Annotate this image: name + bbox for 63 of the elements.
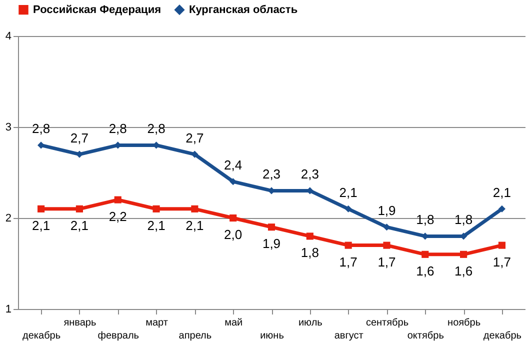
data-label: 1,6 (454, 263, 473, 278)
data-label: 2,4 (224, 158, 242, 173)
data-label: 1,7 (378, 254, 396, 270)
x-tick-label: ноябрь (448, 318, 481, 328)
data-label: 1,9 (378, 203, 396, 218)
point (344, 242, 352, 249)
point (114, 196, 122, 204)
data-label: 2,8 (147, 121, 166, 136)
x-tick-label: июнь (260, 330, 284, 342)
x-tick-label: октябрь (407, 330, 444, 342)
point (268, 224, 276, 231)
data-label: 2,7 (186, 130, 204, 146)
data-label: 1,7 (492, 254, 511, 270)
data-label: 2,2 (108, 208, 127, 224)
data-label: 2,8 (32, 121, 50, 136)
point (498, 242, 506, 249)
data-label: 2,7 (70, 130, 88, 146)
data-label: 1,9 (262, 236, 281, 252)
data-label: 2,1 (32, 218, 50, 233)
data-label: 1,8 (454, 212, 473, 228)
legend-label: Российская Федерация (33, 4, 161, 16)
data-label: 1,6 (416, 263, 434, 278)
data-label: 2,3 (300, 166, 319, 182)
x-tick-label: февраль (98, 330, 140, 342)
y-tick-label: 1 (5, 304, 12, 316)
data-label: 2,3 (262, 166, 281, 182)
point (498, 205, 506, 212)
x-tick-label: апрель (178, 330, 212, 342)
data-label: 2,1 (339, 184, 358, 200)
point (344, 205, 352, 212)
data-label: 2,1 (70, 218, 88, 233)
y-tick-label: 3 (5, 122, 12, 134)
point (152, 205, 160, 212)
x-tick-label: июль (298, 318, 322, 328)
x-tick-label: декабрь (483, 330, 522, 342)
point (383, 242, 390, 249)
data-label: 2,0 (224, 227, 242, 242)
point (191, 150, 198, 158)
point (191, 205, 198, 212)
data-label: 2,1 (186, 218, 204, 233)
data-label: 1,7 (339, 254, 358, 270)
x-tick-label: март (146, 318, 168, 328)
point (38, 205, 45, 212)
x-tick-label: декабрь (22, 330, 61, 342)
point (76, 205, 83, 212)
point (422, 250, 429, 258)
x-tick-label: сентябрь (366, 318, 409, 328)
point (306, 232, 314, 240)
data-label: 1,8 (300, 245, 319, 260)
data-label: 2,1 (492, 184, 511, 200)
data-label: 1,8 (416, 212, 434, 228)
data-label: 2,1 (147, 218, 166, 233)
point (38, 142, 45, 149)
x-tick-label: май (224, 318, 243, 328)
x-tick-label: январь (64, 318, 96, 328)
point (383, 224, 390, 231)
point (230, 214, 237, 222)
x-tick-label: август (334, 330, 364, 342)
data-label: 2,8 (108, 121, 127, 136)
legend-label: Курганская область (189, 4, 298, 16)
y-tick-label: 4 (5, 30, 12, 42)
point (460, 250, 468, 258)
y-tick-label: 2 (5, 212, 12, 224)
